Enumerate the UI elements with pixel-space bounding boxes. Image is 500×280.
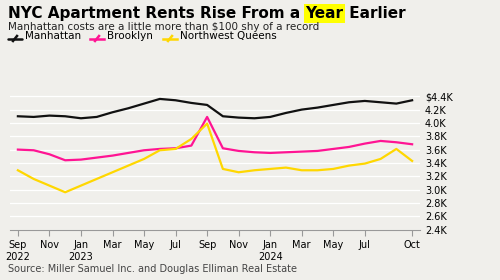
Text: Year: Year: [306, 6, 344, 21]
Text: NYC Apartment Rents Rise From a: NYC Apartment Rents Rise From a: [8, 6, 306, 21]
Text: Source: Miller Samuel Inc. and Douglas Elliman Real Estate: Source: Miller Samuel Inc. and Douglas E…: [8, 264, 297, 274]
Text: Manhattan costs are a little more than $100 shy of a record: Manhattan costs are a little more than $…: [8, 22, 320, 32]
Text: Earlier: Earlier: [344, 6, 405, 21]
Text: Brooklyn: Brooklyn: [107, 31, 153, 41]
Text: Northwest Queens: Northwest Queens: [180, 31, 277, 41]
Text: Manhattan: Manhattan: [25, 31, 81, 41]
